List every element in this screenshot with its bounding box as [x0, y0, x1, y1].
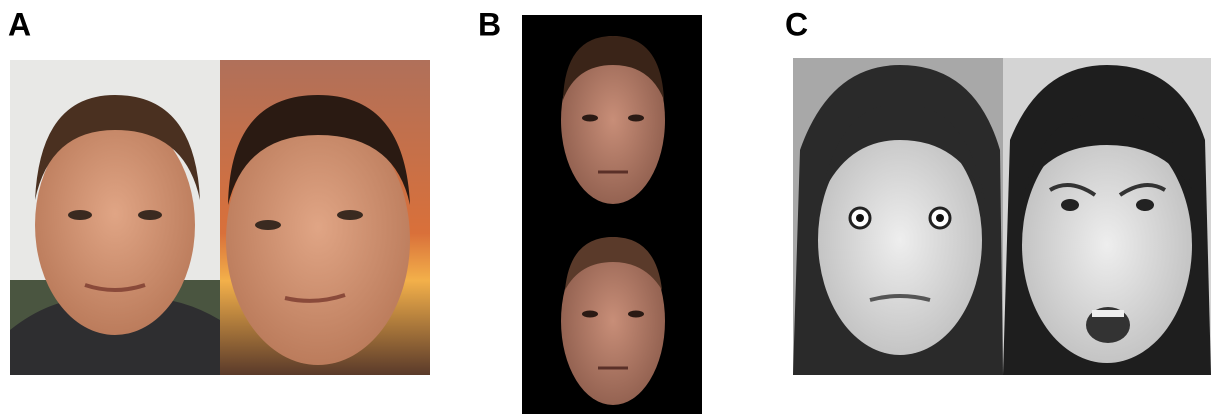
panel-b: B: [478, 6, 702, 414]
panel-c: C: [785, 6, 1211, 375]
figure: A B: [0, 0, 1211, 414]
panel-label: B: [478, 6, 501, 42]
panel-label: A: [8, 6, 31, 42]
face-oval: [561, 36, 665, 204]
photo: [220, 60, 430, 375]
photo: [10, 60, 220, 375]
panel-a: A: [8, 6, 430, 375]
face-oval: [561, 237, 665, 405]
photo: [793, 58, 1003, 375]
panel-label: C: [785, 6, 808, 42]
photo: [1003, 58, 1211, 375]
